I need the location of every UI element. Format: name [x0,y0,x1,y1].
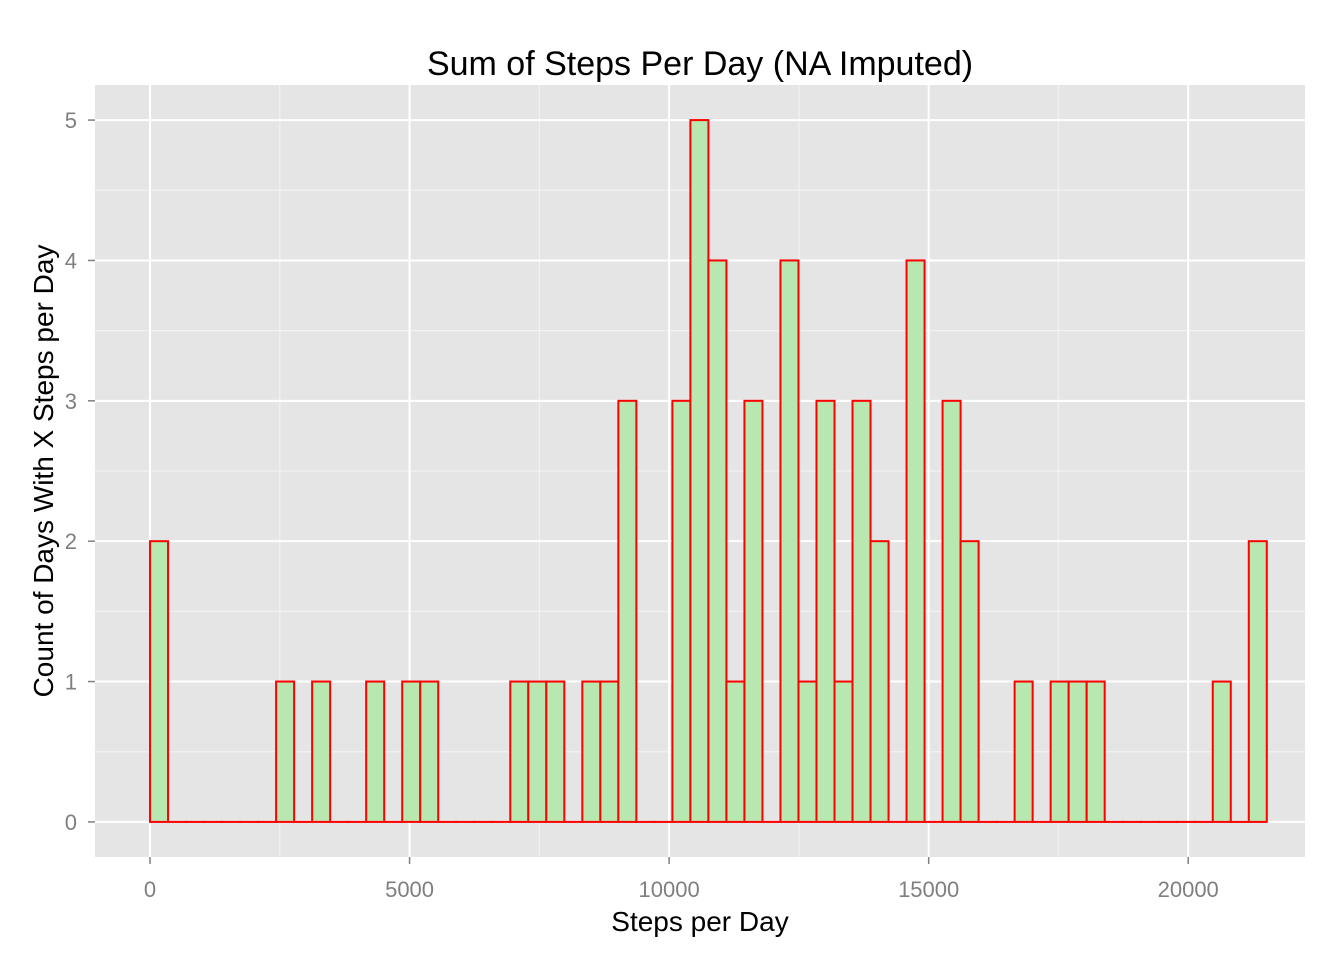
histogram-bar [797,680,818,823]
histogram-bar [545,680,566,823]
histogram-bar [707,259,728,823]
x-tick-label: 15000 [898,877,959,902]
chart-title: Sum of Steps Per Day (NA Imputed) [427,45,973,83]
histogram-bar [815,399,836,823]
histogram-bar [743,399,764,823]
histogram-bar [689,119,710,823]
y-tick-label: 4 [65,248,77,273]
histogram-bar [959,540,980,823]
x-axis-title: Steps per Day [611,906,788,937]
histogram-bar [149,540,170,823]
histogram-bar [509,680,530,823]
x-axis: 0 5000 10000 15000 20000 [144,857,1219,902]
histogram-bar [617,399,638,823]
histogram-bar [311,680,332,823]
histogram-bar [401,680,422,823]
x-tick-label: 20000 [1158,877,1219,902]
histogram-bar [599,680,620,823]
histogram-bar [275,680,296,823]
histogram-bar [1013,680,1034,823]
histogram-bar [869,540,890,823]
y-tick-label: 5 [65,108,77,133]
y-tick-label: 0 [65,810,77,835]
histogram-bars [149,119,1268,823]
histogram-bar [725,680,746,823]
histogram-bar [1247,540,1268,823]
x-tick-label: 0 [144,877,156,902]
histogram-bar [1049,680,1070,823]
histogram-bar [419,680,440,823]
histogram-bar [527,680,548,823]
x-tick-label: 5000 [385,877,434,902]
histogram-bar [851,399,872,823]
histogram-bar [941,399,962,823]
histogram-bar [671,399,692,823]
histogram-bar [1085,680,1106,823]
histogram-bar [1067,680,1088,823]
histogram-bar [365,680,386,823]
histogram-bar [779,259,800,823]
histogram-bar [833,680,854,823]
y-tick-label: 3 [65,389,77,414]
histogram-bar [581,680,602,823]
y-axis: 0 1 2 3 4 5 [65,108,95,835]
y-axis-title: Count of Days With X Steps per Day [28,245,59,698]
x-tick-label: 10000 [639,877,700,902]
histogram-bar [905,259,926,823]
y-tick-label: 2 [65,529,77,554]
y-tick-label: 1 [65,670,77,695]
histogram-bar [1211,680,1232,823]
